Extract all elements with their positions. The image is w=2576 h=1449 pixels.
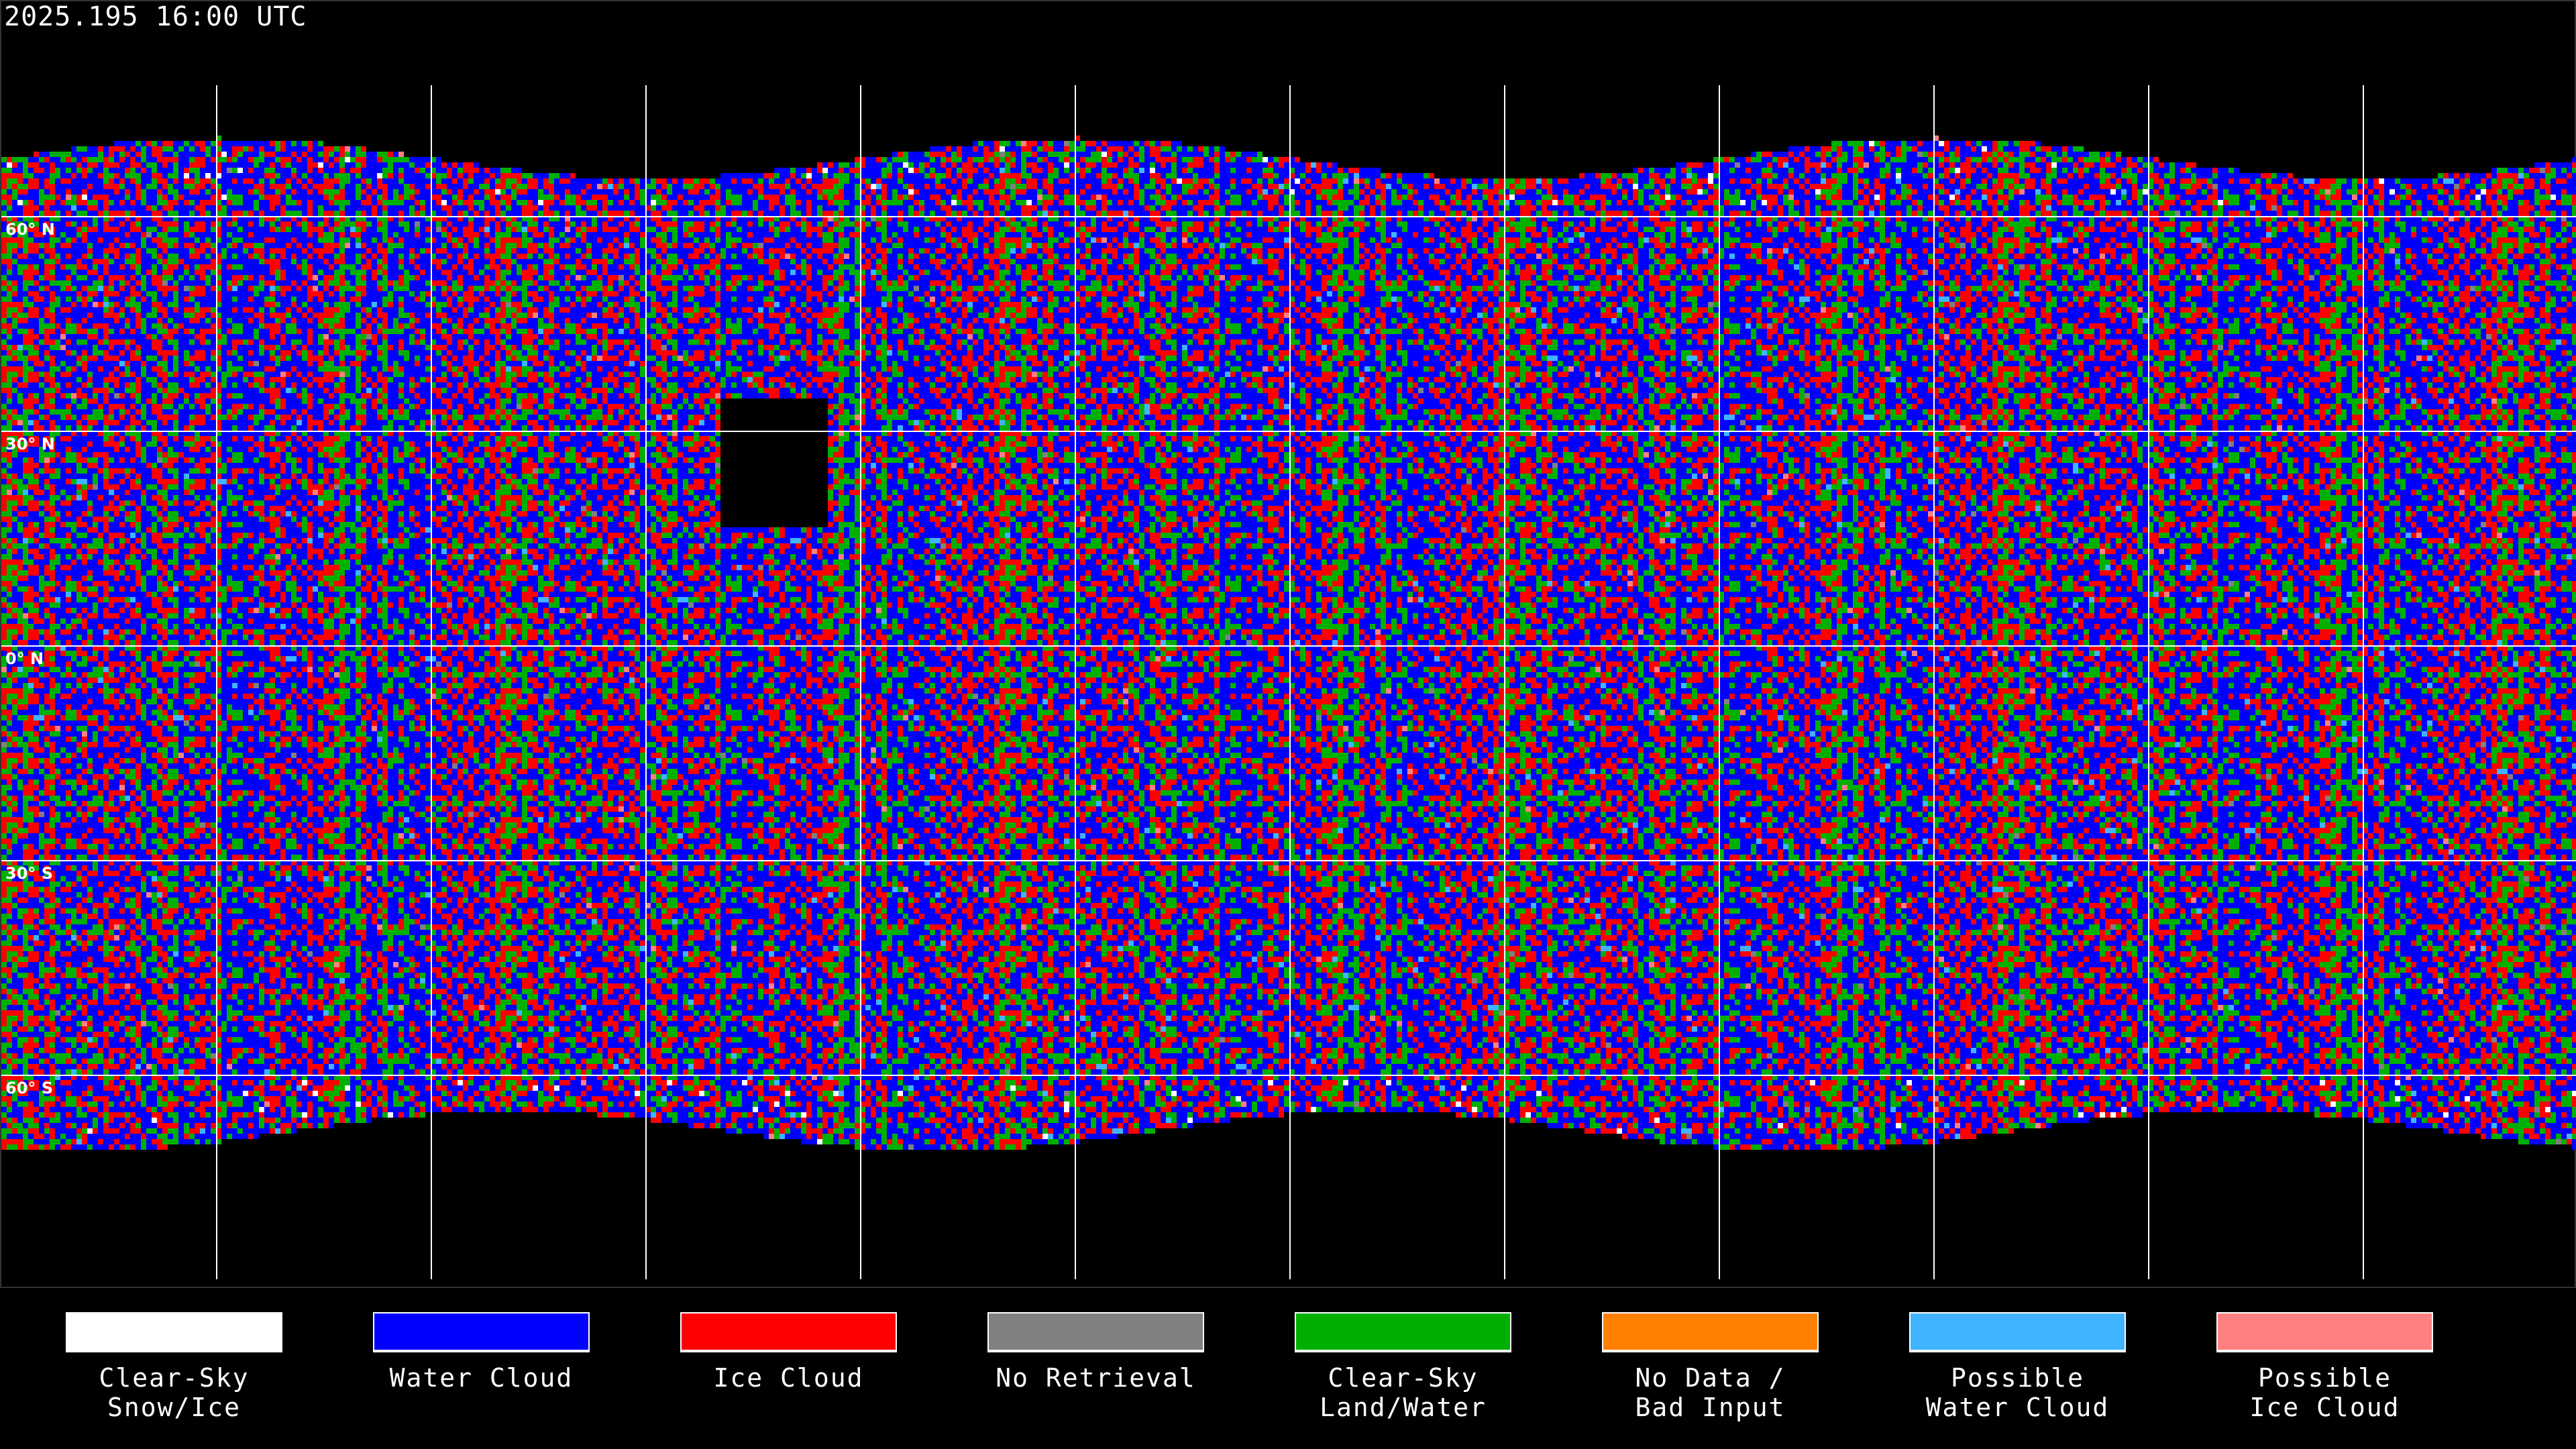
lat-label-60n: 60° N — [5, 220, 55, 239]
legend-label: No Data / Bad Input — [1635, 1363, 1786, 1422]
lat-label-60s: 60° S — [5, 1079, 54, 1097]
legend-label: Possible Ice Cloud — [2249, 1363, 2400, 1422]
latitude-line — [1, 860, 2576, 861]
latitude-line — [1, 645, 2576, 647]
timestamp-title: 2025.195 16:00 UTC — [4, 1, 307, 32]
longitude-line — [1289, 85, 1291, 1279]
legend-swatch — [1295, 1312, 1511, 1352]
legend-label: Ice Cloud — [713, 1363, 864, 1393]
legend-item-possible-ice-cloud: Possible Ice Cloud — [2216, 1312, 2433, 1422]
longitude-line — [860, 85, 861, 1279]
legend: Clear-Sky Snow/Ice Water Cloud Ice Cloud… — [0, 1288, 2576, 1449]
legend-swatch — [66, 1312, 282, 1352]
cloud-phase-map: 60° N 30° N 0° N 30° S 60° S 2025.195 16… — [0, 0, 2576, 1289]
lat-label-0n: 0° N — [5, 649, 44, 668]
longitude-line — [1719, 85, 1720, 1279]
legend-label: No Retrieval — [996, 1363, 1196, 1393]
legend-item-no-retrieval: No Retrieval — [987, 1312, 1204, 1393]
longitude-line — [2148, 85, 2149, 1279]
longitude-line — [1075, 85, 1076, 1279]
longitude-line — [216, 85, 217, 1279]
legend-item-clear-sky-land-water: Clear-Sky Land/Water — [1295, 1312, 1511, 1422]
legend-label: Possible Water Cloud — [1925, 1363, 2110, 1422]
legend-item-possible-water-cloud: Possible Water Cloud — [1909, 1312, 2126, 1422]
legend-swatch — [373, 1312, 590, 1352]
legend-item-ice-cloud: Ice Cloud — [680, 1312, 897, 1393]
lat-label-30n: 30° N — [5, 435, 55, 453]
longitude-line — [645, 85, 647, 1279]
legend-item-clear-sky-snow-ice: Clear-Sky Snow/Ice — [66, 1312, 282, 1422]
longitude-line — [1933, 85, 1935, 1279]
longitude-line — [431, 85, 432, 1279]
latitude-line — [1, 216, 2576, 217]
legend-label: Clear-Sky Land/Water — [1320, 1363, 1487, 1422]
legend-item-no-data-bad-input: No Data / Bad Input — [1602, 1312, 1819, 1422]
latitude-line — [1, 431, 2576, 432]
longitude-line — [2363, 85, 2364, 1279]
legend-swatch — [680, 1312, 897, 1352]
legend-swatch — [987, 1312, 1204, 1352]
legend-swatch — [2216, 1312, 2433, 1352]
latitude-line — [1, 1075, 2576, 1076]
legend-label: Water Cloud — [389, 1363, 574, 1393]
legend-label: Clear-Sky Snow/Ice — [99, 1363, 250, 1422]
longitude-line — [1504, 85, 1505, 1279]
lat-label-30s: 30° S — [5, 864, 54, 883]
legend-swatch — [1602, 1312, 1819, 1352]
legend-item-water-cloud: Water Cloud — [373, 1312, 590, 1393]
legend-swatch — [1909, 1312, 2126, 1352]
